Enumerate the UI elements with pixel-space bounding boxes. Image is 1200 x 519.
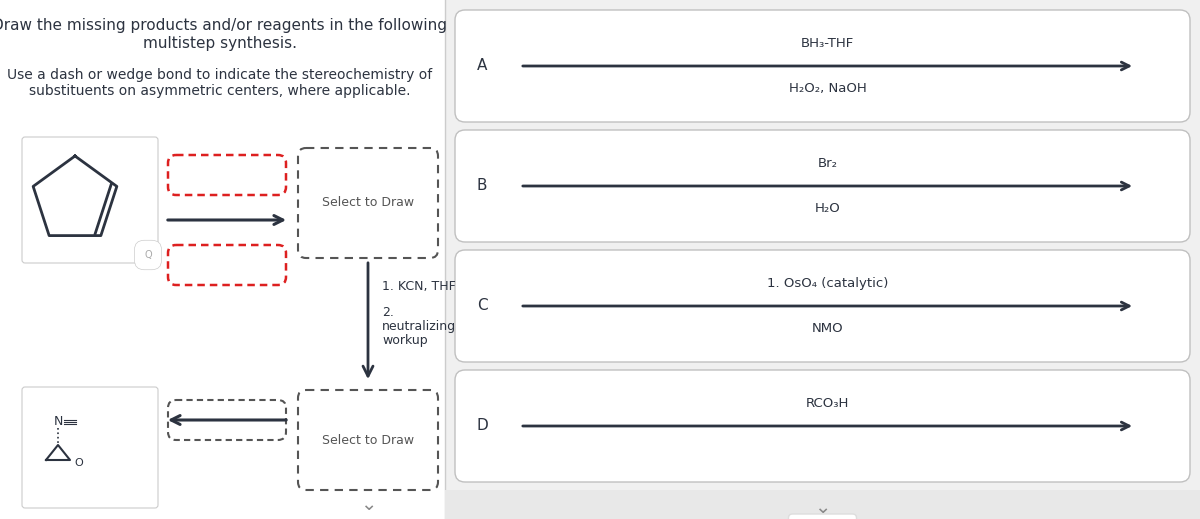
FancyBboxPatch shape	[168, 245, 286, 285]
FancyBboxPatch shape	[455, 130, 1190, 242]
Text: D: D	[478, 418, 488, 433]
Text: N: N	[53, 415, 62, 428]
Text: 1. OsO₄ (catalytic): 1. OsO₄ (catalytic)	[767, 277, 888, 290]
Text: Q: Q	[144, 250, 152, 260]
FancyBboxPatch shape	[455, 250, 1190, 362]
Text: Use a dash or wedge bond to indicate the stereochemistry of: Use a dash or wedge bond to indicate the…	[7, 68, 433, 82]
Text: workup: workup	[382, 334, 427, 347]
FancyBboxPatch shape	[298, 390, 438, 490]
Text: 2.: 2.	[382, 306, 394, 319]
FancyBboxPatch shape	[168, 155, 286, 195]
Text: H₂O: H₂O	[815, 202, 840, 215]
Text: ⌄: ⌄	[360, 495, 376, 514]
Text: H₂O₂, NaOH: H₂O₂, NaOH	[788, 82, 866, 95]
Text: Select to Draw: Select to Draw	[322, 197, 414, 210]
Text: ⌄: ⌄	[815, 498, 830, 517]
FancyBboxPatch shape	[788, 514, 857, 519]
FancyBboxPatch shape	[455, 370, 1190, 482]
Text: multistep synthesis.: multistep synthesis.	[143, 36, 298, 51]
FancyBboxPatch shape	[0, 0, 445, 519]
Text: B: B	[478, 179, 487, 194]
Text: neutralizing: neutralizing	[382, 320, 456, 333]
Text: Br₂: Br₂	[817, 157, 838, 170]
FancyBboxPatch shape	[445, 490, 1200, 519]
FancyBboxPatch shape	[298, 148, 438, 258]
Text: substituents on asymmetric centers, where applicable.: substituents on asymmetric centers, wher…	[29, 84, 410, 98]
FancyBboxPatch shape	[455, 10, 1190, 122]
Text: Select to Draw: Select to Draw	[322, 433, 414, 446]
Text: O: O	[74, 458, 83, 468]
FancyBboxPatch shape	[22, 137, 158, 263]
Text: RCO₃H: RCO₃H	[806, 397, 850, 410]
Text: A: A	[478, 59, 487, 74]
Text: C: C	[478, 298, 487, 313]
FancyBboxPatch shape	[22, 387, 158, 508]
Text: NMO: NMO	[811, 322, 844, 335]
FancyBboxPatch shape	[445, 0, 1200, 519]
FancyBboxPatch shape	[168, 400, 286, 440]
Text: 1. KCN, THF: 1. KCN, THF	[382, 280, 456, 293]
Text: Draw the missing products and/or reagents in the following: Draw the missing products and/or reagent…	[0, 18, 448, 33]
Text: BH₃-THF: BH₃-THF	[800, 37, 854, 50]
